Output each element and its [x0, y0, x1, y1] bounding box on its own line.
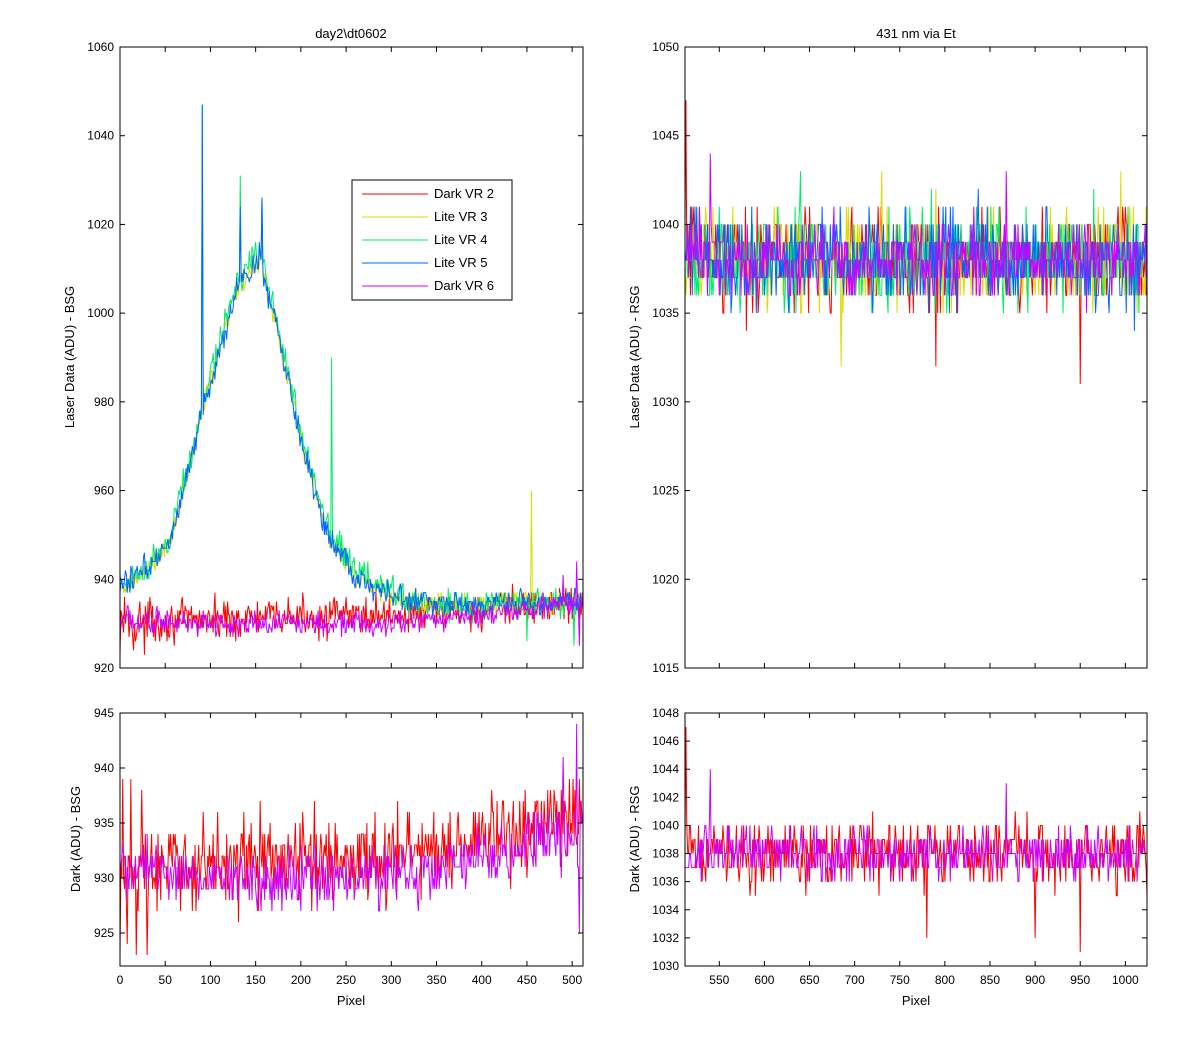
x-tick-label: 750: [890, 973, 910, 987]
y-tick-label: 1030: [652, 395, 679, 409]
plot-area-top-right: [685, 100, 1147, 385]
panel-bottom-left: Dark (ADU) - BSG Pixel 0 50 100 150 200 250 30…: [68, 706, 584, 1008]
y-tick-label: 940: [94, 761, 114, 775]
y-tick-label: 980: [94, 395, 114, 409]
y-tick-label: 930: [94, 871, 114, 885]
y-tick-label: 1040: [652, 818, 679, 832]
y-tick-label: 1046: [652, 734, 679, 748]
y-tick-label: 1050: [652, 40, 679, 54]
x-tick-label: 1000: [1112, 973, 1139, 987]
y-tick-label: 1044: [652, 762, 679, 776]
ylabel-top-right: Laser Data (ADU) - RSG: [627, 285, 642, 428]
x-tick-label: 100: [200, 973, 220, 987]
y-tick-label: 1020: [652, 572, 679, 586]
x-tick-label: 800: [935, 973, 955, 987]
y-tick-label: 1048: [652, 706, 679, 720]
x-tick-label: 600: [754, 973, 774, 987]
ylabel-bottom-left: Dark (ADU) - BSG: [68, 786, 83, 892]
title-top-left: day2\dt0602: [315, 26, 387, 41]
x-tick-label: 350: [426, 973, 446, 987]
x-tick-label: 400: [472, 973, 492, 987]
y-tick-label: 1034: [652, 903, 679, 917]
title-top-right: 431 nm via Et: [876, 26, 956, 41]
y-tick-label: 1036: [652, 875, 679, 889]
x-tick-label: 50: [159, 973, 173, 987]
legend-label-lite-vr-4: Lite VR 4: [434, 232, 487, 247]
plot-area-bottom-left: [120, 723, 583, 956]
plot-area-bottom-right: [685, 727, 1147, 952]
legend-label-lite-vr-5: Lite VR 5: [434, 255, 487, 270]
y-tick-label: 920: [94, 661, 114, 675]
axes-top-left: 920 940 960 980 1000 1020 1040 1060: [87, 40, 584, 675]
panel-top-right: 431 nm via Et Laser Data (ADU) - RSG 101…: [627, 26, 1148, 675]
x-tick-label: 900: [1025, 973, 1045, 987]
y-tick-label: 1000: [87, 306, 114, 320]
y-tick-label: 940: [94, 572, 114, 586]
y-tick-label: 1020: [87, 217, 114, 231]
series-line-dark-vr-2: [120, 583, 583, 655]
axes-box: [684, 712, 1148, 967]
series-line-lite-vr-5: [120, 104, 583, 620]
y-tick-label: 1040: [87, 129, 114, 143]
y-tick-label: 1042: [652, 790, 679, 804]
y-tick-label: 935: [94, 816, 114, 830]
y-tick-label: 1032: [652, 931, 679, 945]
ylabel-bottom-right: Dark (ADU) - RSG: [627, 786, 642, 893]
axes-box: [119, 712, 584, 967]
panel-top-left: day2\dt0602 Laser Data (ADU) - BSG 920 94…: [62, 26, 584, 675]
plot-area-top-left: [120, 104, 583, 655]
y-tick-label: 1040: [652, 217, 679, 231]
series-line-dark-vr-6: [120, 561, 583, 646]
y-tick-label: 925: [94, 926, 114, 940]
x-tick-label: 200: [291, 973, 311, 987]
y-tick-label: 960: [94, 484, 114, 498]
x-tick-label: 250: [336, 973, 356, 987]
axes-bottom-right: 550 600 650 700 750 800 850 900 950 1000 1030 1032 1…: [652, 706, 1148, 987]
legend: Dark VR 2 Lite VR 3 Lite VR 4 Lite VR 5 …: [351, 179, 513, 301]
legend-label-dark-vr-2: Dark VR 2: [434, 186, 494, 201]
x-tick-label: 950: [1070, 973, 1090, 987]
series-line-dark-vr-6: [685, 769, 1147, 883]
axes-box: [119, 46, 584, 669]
y-tick-label: 1038: [652, 847, 679, 861]
xlabel-bottom-right: Pixel: [902, 993, 930, 1008]
xlabel-bottom-left: Pixel: [337, 993, 365, 1008]
panel-bottom-right: Dark (ADU) - RSG Pixel 550 600 650 700 750 80…: [627, 706, 1148, 1008]
legend-label-dark-vr-6: Dark VR 6: [434, 278, 494, 293]
y-tick-label: 1015: [652, 661, 679, 675]
axes-box: [684, 46, 1148, 669]
ylabel-top-left: Laser Data (ADU) - BSG: [62, 286, 77, 428]
x-tick-label: 150: [246, 973, 266, 987]
y-tick-label: 1045: [652, 129, 679, 143]
x-tick-label: 850: [980, 973, 1000, 987]
x-tick-label: 650: [800, 973, 820, 987]
axes-bottom-left: 0 50 100 150 200 250 300 350 400 450 500 925 930 935 9…: [94, 706, 584, 987]
y-tick-label: 1035: [652, 306, 679, 320]
x-tick-label: 550: [709, 973, 729, 987]
y-tick-label: 945: [94, 706, 114, 720]
x-tick-label: 300: [381, 973, 401, 987]
x-tick-label: 450: [517, 973, 537, 987]
axes-top-right: 1015 1020 1025 1030 1035 1040 1045 1050: [652, 40, 1148, 675]
legend-label-lite-vr-3: Lite VR 3: [434, 209, 487, 224]
x-tick-label: 700: [845, 973, 865, 987]
x-tick-label: 0: [117, 973, 124, 987]
series-line-dark-vr-6: [685, 153, 1147, 314]
y-tick-label: 1060: [87, 40, 114, 54]
y-tick-label: 1025: [652, 484, 679, 498]
series-line-dark-vr-6: [120, 723, 583, 934]
y-tick-label: 1030: [652, 959, 679, 973]
x-tick-label: 500: [562, 973, 582, 987]
